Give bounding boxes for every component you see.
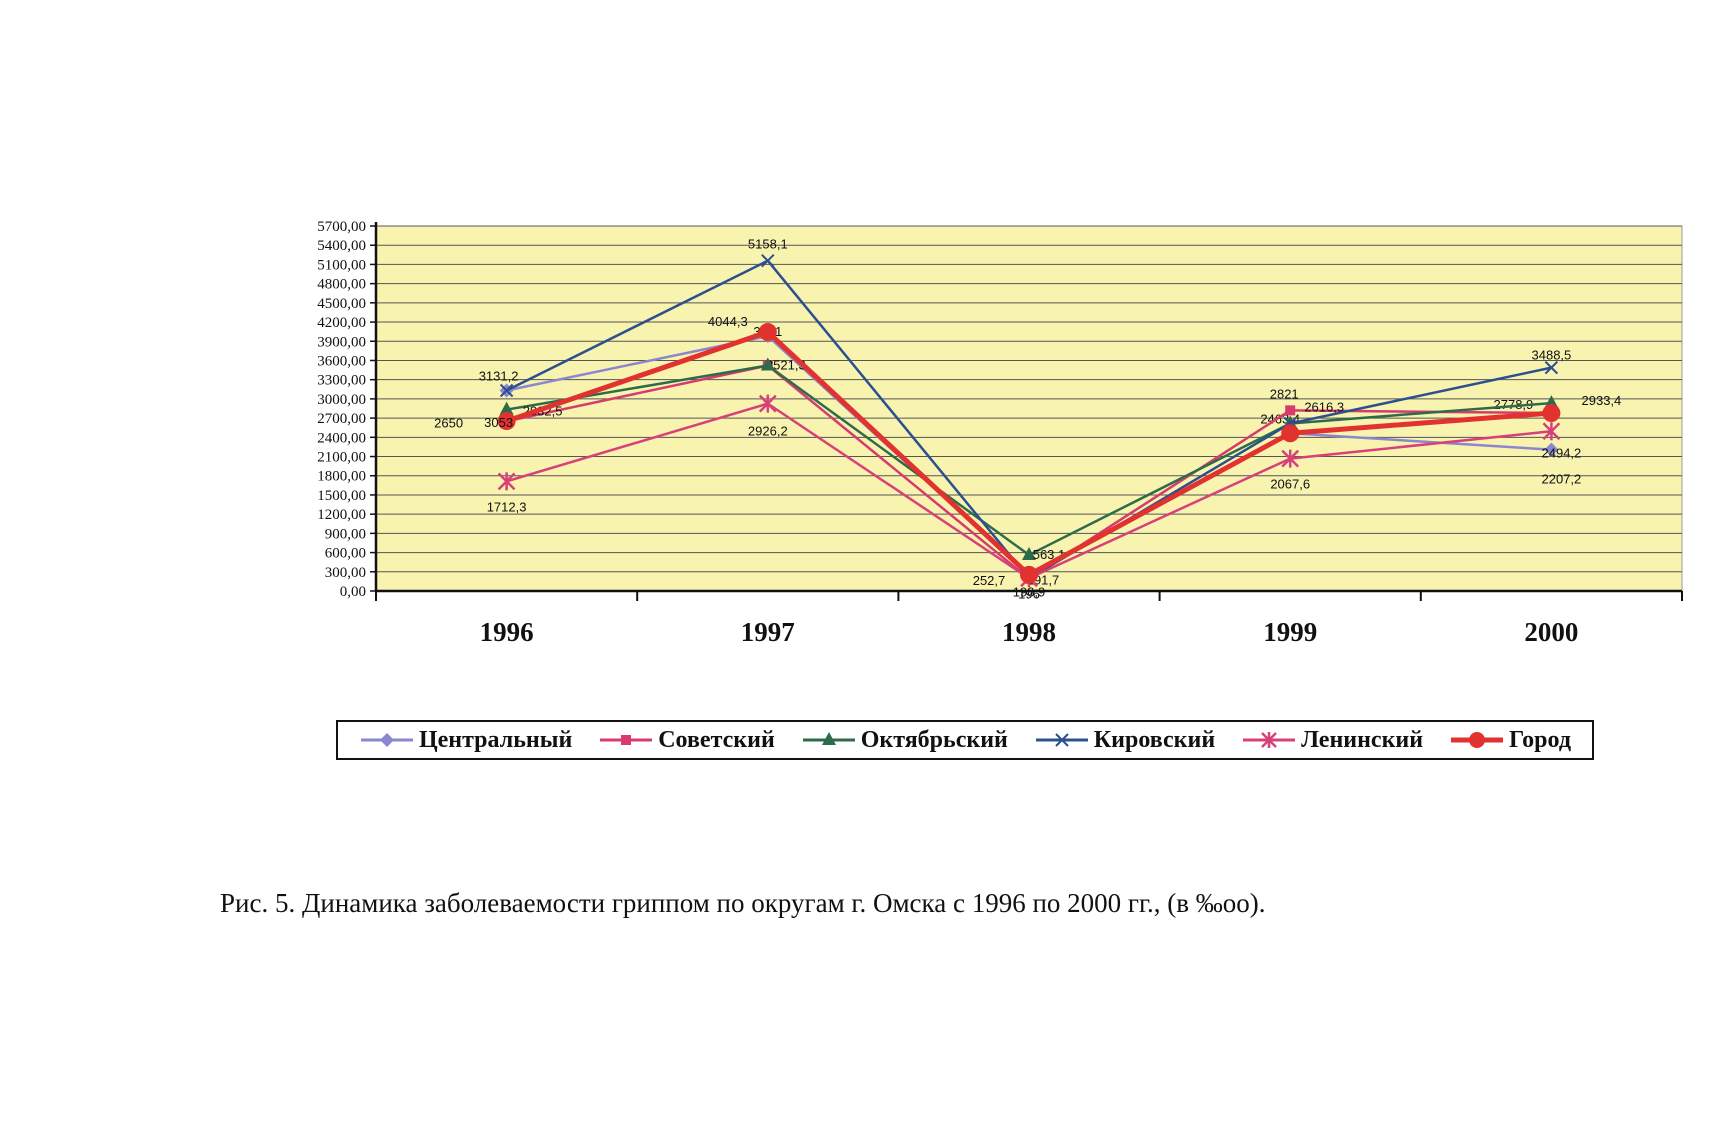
y-tick-label: 4800,00 (317, 277, 366, 293)
y-tick-label: 3000,00 (317, 392, 366, 408)
data-point (1544, 442, 1559, 457)
data-point (1020, 565, 1038, 584)
y-tick-label: 900,00 (325, 526, 366, 542)
data-point (758, 323, 777, 342)
data-label: 1712,3 (487, 499, 527, 514)
legend-swatch (802, 732, 855, 745)
data-point (761, 253, 775, 268)
y-tick-label: 4500,00 (317, 296, 366, 312)
data-point (758, 394, 777, 413)
data-label: 2821 (1270, 386, 1299, 401)
legend-swatch (1451, 732, 1503, 748)
data-point (1544, 360, 1559, 375)
data-label: 252,7 (973, 573, 1006, 588)
y-tick-label: 4200,00 (317, 315, 366, 331)
y-tick-label: 1200,00 (317, 507, 366, 523)
legend-item: Город (1449, 727, 1571, 754)
legend-label: Кировский (1093, 726, 1216, 753)
data-point (499, 383, 514, 398)
figure-caption: Рис. 5. Динамика заболеваемости гриппом … (220, 888, 1266, 918)
data-label: 2933,4 (1582, 393, 1622, 408)
y-tick-label: 600,00 (325, 546, 366, 562)
data-point (760, 357, 775, 371)
legend-swatch (1035, 733, 1088, 747)
data-label: 196 (1018, 586, 1040, 601)
legend-label: Советский (658, 726, 775, 753)
data-label: 3488,5 (1532, 348, 1572, 363)
x-tick-label: 1996 (480, 617, 534, 647)
data-label: 2067,6 (1270, 477, 1310, 492)
y-tick-label: 2700,00 (317, 411, 366, 427)
data-point (497, 472, 516, 491)
y-tick-label: 2100,00 (317, 450, 366, 466)
legend-label: Город (1509, 726, 1571, 753)
data-label: 2616,3 (1304, 399, 1344, 414)
data-label: 3053 (484, 415, 513, 430)
data-point (1281, 449, 1300, 468)
y-tick-label: 300,00 (325, 565, 366, 581)
data-point (1285, 405, 1296, 416)
legend-item: Центральный (359, 727, 572, 754)
y-tick-label: 5700,00 (317, 219, 366, 235)
data-label: 2778,9 (1494, 397, 1534, 412)
data-label: 5158,1 (748, 237, 788, 252)
x-tick-label: 2000 (1524, 617, 1578, 647)
data-point (1281, 424, 1300, 443)
legend-item: Ленинский (1241, 727, 1423, 754)
x-tick-label: 1999 (1263, 617, 1317, 647)
legend-swatch (600, 735, 653, 745)
y-tick-label: 3300,00 (317, 373, 366, 389)
legend-item: Советский (598, 727, 775, 754)
y-tick-label: 5100,00 (317, 257, 366, 273)
y-tick-label: 1500,00 (317, 488, 366, 504)
data-point (1542, 404, 1561, 423)
chart-legend: Центральный Советский Октябрьский Кировский… (336, 720, 1594, 760)
data-label: 198,9 (1013, 584, 1046, 599)
y-tick-label: 3900,00 (317, 334, 366, 350)
legend-swatch (1243, 732, 1296, 748)
y-tick-label: 2400,00 (317, 430, 366, 446)
plot-area (375, 225, 1683, 592)
data-label: 3131,2 (479, 368, 519, 383)
data-label: 2207,2 (1542, 472, 1582, 487)
data-label: 4044,3 (708, 314, 748, 329)
x-tick-label: 1998 (1002, 617, 1056, 647)
data-label: 2926,2 (748, 424, 788, 439)
y-tick-label: 0,00 (340, 584, 366, 600)
data-point (499, 401, 514, 415)
data-label: 2494,2 (1542, 445, 1582, 460)
legend-label: Ленинский (1301, 726, 1424, 753)
legend-item: Кировский (1034, 727, 1215, 754)
data-label: 2650 (434, 415, 463, 430)
data-point (1022, 546, 1036, 560)
y-tick-label: 5400,00 (317, 238, 366, 254)
legend-swatch (360, 733, 413, 747)
y-tick-label: 3600,00 (317, 353, 366, 369)
legend-label: Октябрьский (860, 726, 1008, 753)
legend-item: Октябрьский (801, 727, 1008, 754)
data-point (497, 412, 516, 431)
data-point (1542, 422, 1561, 441)
y-tick-label: 1800,00 (317, 469, 366, 485)
x-tick-label: 1997 (741, 617, 795, 647)
legend-label: Центральный (418, 726, 573, 753)
